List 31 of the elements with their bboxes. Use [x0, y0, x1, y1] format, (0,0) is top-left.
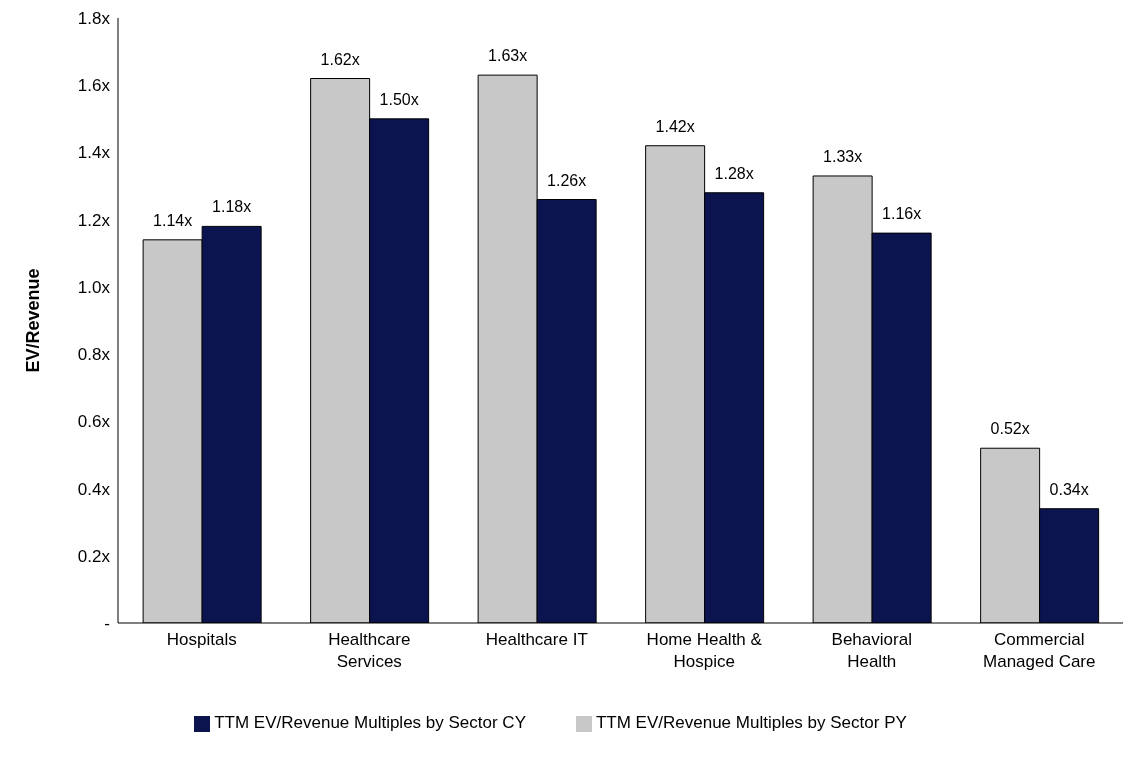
data-label: 1.62x	[320, 50, 360, 68]
data-label: 1.28x	[714, 164, 754, 182]
data-label: 1.50x	[379, 90, 419, 108]
y-tick-label: 0.6x	[77, 412, 111, 432]
legend-label: TTM EV/Revenue Multiples by Sector PY	[595, 713, 907, 732]
x-tick-label: Healthcare Services	[328, 630, 411, 671]
x-tick-label: Commercial Managed Care	[983, 630, 1096, 671]
data-label: 0.52x	[990, 420, 1030, 438]
x-tick-label: Home Health & Hospice	[646, 630, 763, 671]
y-axis-title: EV/Revenue	[23, 268, 44, 373]
data-label: 1.63x	[488, 47, 528, 65]
data-label: 1.16x	[882, 205, 922, 223]
x-tick-label: Behavioral Health	[831, 630, 912, 671]
data-label: 1.18x	[212, 198, 252, 216]
y-tick-label: -	[104, 614, 110, 634]
y-tick-label: 1.0x	[77, 277, 111, 297]
y-tick-label: 0.2x	[77, 546, 111, 566]
data-label: 1.26x	[547, 171, 587, 189]
y-tick-label: 0.4x	[77, 479, 111, 499]
y-tick-label: 1.8x	[77, 9, 111, 29]
legend-label: TTM EV/Revenue Multiples by Sector CY	[214, 713, 526, 732]
y-tick-label: 0.8x	[77, 345, 111, 365]
data-label: 0.34x	[1049, 480, 1089, 498]
y-tick-label: 1.6x	[77, 76, 111, 96]
y-tick-label: 1.2x	[77, 210, 111, 230]
data-label: 1.14x	[153, 211, 193, 229]
x-tick-label: Healthcare IT	[485, 630, 588, 649]
x-tick-label: Hospitals	[166, 630, 237, 649]
y-tick-label: 1.4x	[77, 143, 111, 163]
data-label: 1.33x	[823, 147, 863, 165]
data-label: 1.42x	[655, 117, 695, 135]
